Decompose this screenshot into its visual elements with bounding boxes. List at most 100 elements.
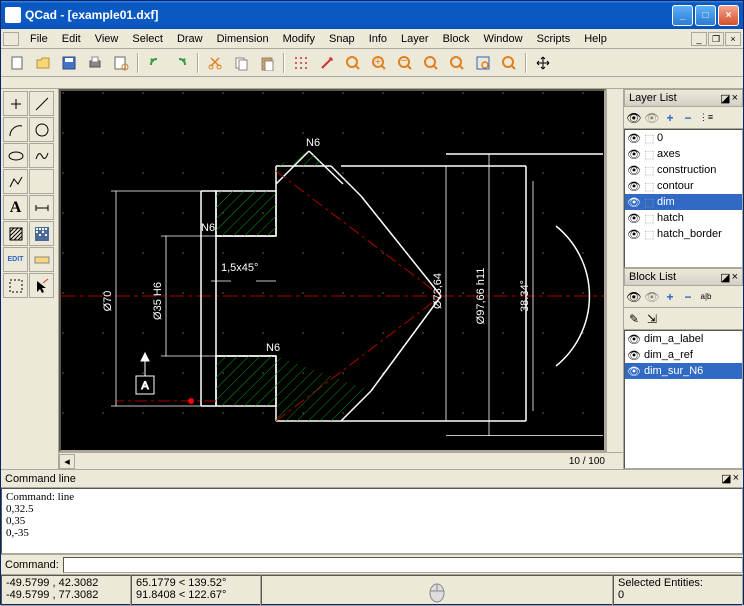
mdi-restore-button[interactable]: ❐ [708, 32, 724, 46]
mdi-close-button[interactable]: × [725, 32, 741, 46]
block-insert-button[interactable]: ⇲ [644, 311, 660, 327]
pan-button[interactable] [531, 51, 555, 75]
tool-point-button[interactable] [3, 91, 28, 116]
menu-info[interactable]: Info [362, 31, 394, 47]
menu-modify[interactable]: Modify [276, 31, 322, 47]
zoom-auto-button[interactable] [419, 51, 443, 75]
block-close-button[interactable]: × [732, 271, 738, 284]
tool-image-button[interactable] [29, 221, 54, 246]
paste-button[interactable] [255, 51, 279, 75]
open-file-button[interactable] [31, 51, 55, 75]
layer-item[interactable]: 👁⬚contour [625, 178, 742, 194]
tool-arc-button[interactable] [3, 117, 28, 142]
print-preview-button[interactable] [109, 51, 133, 75]
window-title: QCad - [example01.dxf] [25, 8, 672, 22]
layer-item[interactable]: 👁⬚hatch_border [625, 226, 742, 242]
tool-hatch-button[interactable] [3, 221, 28, 246]
block-hide-all-button[interactable]: 👁 [644, 289, 660, 305]
left-toolbar: A EDIT [1, 89, 59, 469]
drawing-canvas[interactable]: Ø70 Ø35 H6 Ø73,64 Ø97,66 h11 38.34° 1,5x… [59, 89, 606, 452]
cmd-close-button[interactable]: × [733, 472, 739, 485]
block-item[interactable]: 👁dim_a_ref [625, 347, 742, 363]
menu-block[interactable]: Block [436, 31, 477, 47]
block-add-button[interactable]: + [662, 289, 678, 305]
horizontal-scrollbar[interactable]: ◂ 10 / 100 [59, 452, 623, 469]
copy-button[interactable] [229, 51, 253, 75]
tool-polyline-button[interactable] [3, 169, 28, 194]
status-bar: -49.5799 , 42.3082 -49.5799 , 77.3082 65… [1, 574, 743, 606]
close-button[interactable]: × [718, 5, 739, 26]
tool-select-button[interactable] [3, 273, 28, 298]
mouse-icon [427, 579, 447, 603]
menu-window[interactable]: Window [476, 31, 529, 47]
print-button[interactable] [83, 51, 107, 75]
layer-dock-button[interactable]: ◪ [720, 92, 730, 105]
cmd-dock-button[interactable]: ◪ [721, 472, 731, 485]
menu-snap[interactable]: Snap [322, 31, 362, 47]
menu-help[interactable]: Help [577, 31, 614, 47]
menu-edit[interactable]: Edit [55, 31, 88, 47]
zoom-window-button[interactable] [471, 51, 495, 75]
maximize-button[interactable]: □ [695, 5, 716, 26]
zoom-indicator: 10 / 100 [565, 456, 623, 467]
zoom-in-button[interactable]: + [367, 51, 391, 75]
tool-cursor-button[interactable] [29, 273, 54, 298]
layer-close-button[interactable]: × [732, 92, 738, 105]
mdi-minimize-button[interactable]: _ [691, 32, 707, 46]
layer-hide-all-button[interactable]: 👁 [644, 110, 660, 126]
tool-measure-button[interactable] [29, 247, 54, 272]
svg-text:38.34°: 38.34° [519, 280, 531, 312]
tool-text-button[interactable]: A [3, 195, 28, 220]
cut-button[interactable] [203, 51, 227, 75]
grid-button[interactable] [289, 51, 313, 75]
zoom-prev-button[interactable] [445, 51, 469, 75]
layer-edit-button[interactable]: ⋮≡ [698, 110, 714, 126]
redo-button[interactable] [169, 51, 193, 75]
zoom-out-button[interactable]: − [393, 51, 417, 75]
zoom-pan-button[interactable] [497, 51, 521, 75]
block-item[interactable]: 👁dim_sur_N6 [625, 363, 742, 379]
vertical-scrollbar[interactable] [606, 89, 623, 452]
layer-list[interactable]: 👁⬚0👁⬚axes👁⬚construction👁⬚contour👁⬚dim👁⬚h… [624, 129, 743, 268]
tool-edit-button[interactable]: EDIT [3, 247, 28, 272]
layer-item[interactable]: 👁⬚0 [625, 130, 742, 146]
layer-add-button[interactable]: + [662, 110, 678, 126]
layer-show-all-button[interactable]: 👁 [626, 110, 642, 126]
layer-item[interactable]: 👁⬚hatch [625, 210, 742, 226]
layer-item[interactable]: 👁⬚dim [625, 194, 742, 210]
command-panel: Command line ◪ × Command: line 0,32.5 0,… [1, 469, 743, 574]
tool-circle-button[interactable] [29, 117, 54, 142]
tool-dimension-button[interactable] [29, 195, 54, 220]
block-item[interactable]: 👁dim_a_label [625, 331, 742, 347]
layer-item[interactable]: 👁⬚axes [625, 146, 742, 162]
menu-view[interactable]: View [88, 31, 126, 47]
tool-blank-button[interactable] [29, 169, 54, 194]
block-dock-button[interactable]: ◪ [720, 271, 730, 284]
menu-scripts[interactable]: Scripts [530, 31, 578, 47]
menu-select[interactable]: Select [125, 31, 170, 47]
layer-remove-button[interactable]: − [680, 110, 696, 126]
zoom-redraw-button[interactable] [341, 51, 365, 75]
menu-dimension[interactable]: Dimension [210, 31, 276, 47]
svg-text:−: − [401, 55, 407, 67]
save-file-button[interactable] [57, 51, 81, 75]
svg-text:N6: N6 [306, 137, 320, 149]
block-remove-button[interactable]: − [680, 289, 696, 305]
block-rename-button[interactable]: a|b [698, 289, 714, 305]
draft-button[interactable] [315, 51, 339, 75]
menu-file[interactable]: File [23, 31, 55, 47]
tool-ellipse-button[interactable] [3, 143, 28, 168]
minimize-button[interactable]: _ [672, 5, 693, 26]
status-selection: Selected Entities: 0 [613, 575, 743, 606]
menu-layer[interactable]: Layer [394, 31, 436, 47]
block-edit-button[interactable]: ✎ [626, 311, 642, 327]
menu-draw[interactable]: Draw [170, 31, 210, 47]
command-input[interactable] [63, 557, 743, 573]
tool-spline-button[interactable] [29, 143, 54, 168]
tool-line-button[interactable] [29, 91, 54, 116]
new-file-button[interactable] [5, 51, 29, 75]
block-show-all-button[interactable]: 👁 [626, 289, 642, 305]
block-list[interactable]: 👁dim_a_label👁dim_a_ref👁dim_sur_N6 [624, 330, 743, 469]
layer-item[interactable]: 👁⬚construction [625, 162, 742, 178]
undo-button[interactable] [143, 51, 167, 75]
